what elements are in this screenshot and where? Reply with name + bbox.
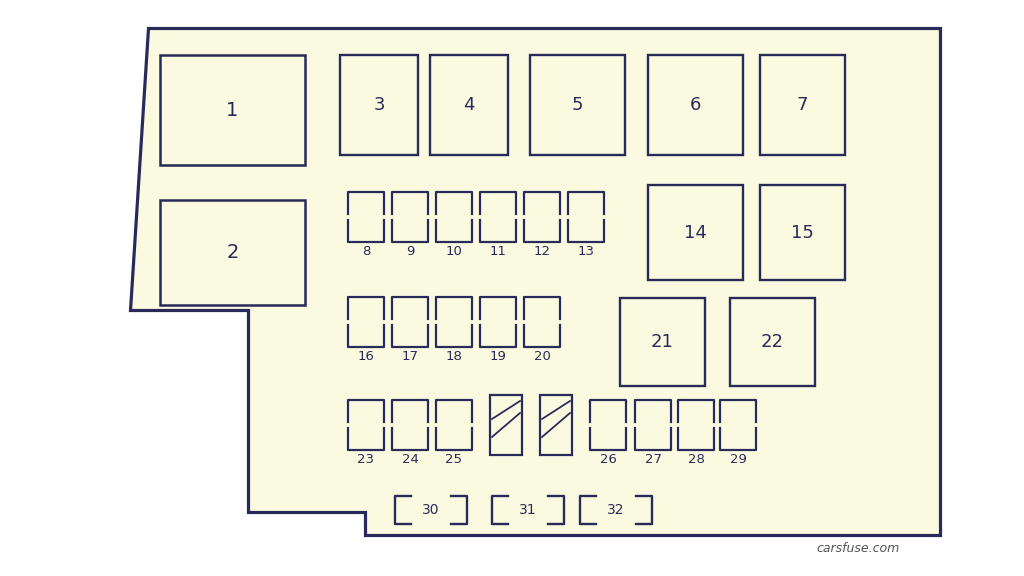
Text: 11: 11 xyxy=(489,245,507,258)
Text: 18: 18 xyxy=(445,350,463,363)
Text: 10: 10 xyxy=(445,245,463,258)
Bar xyxy=(620,298,705,386)
Bar xyxy=(490,395,522,455)
Bar xyxy=(648,185,743,280)
Text: 9: 9 xyxy=(406,245,414,258)
Bar xyxy=(760,185,845,280)
Text: 13: 13 xyxy=(578,245,595,258)
Text: 30: 30 xyxy=(422,503,439,517)
Text: 19: 19 xyxy=(489,350,507,363)
Text: 1: 1 xyxy=(226,100,239,119)
Bar xyxy=(530,55,625,155)
Text: carsfuse.com: carsfuse.com xyxy=(817,542,900,555)
Bar xyxy=(160,200,305,305)
Bar xyxy=(730,298,815,386)
Text: 28: 28 xyxy=(687,453,705,466)
Bar xyxy=(648,55,743,155)
Text: 29: 29 xyxy=(729,453,746,466)
PathPatch shape xyxy=(130,28,940,535)
Bar xyxy=(340,55,418,155)
Text: 15: 15 xyxy=(792,223,814,241)
Text: 22: 22 xyxy=(761,333,784,351)
Text: 24: 24 xyxy=(401,453,419,466)
Text: 27: 27 xyxy=(644,453,662,466)
Text: 8: 8 xyxy=(361,245,371,258)
Text: 5: 5 xyxy=(571,96,584,114)
Text: 17: 17 xyxy=(401,350,419,363)
Text: 26: 26 xyxy=(600,453,616,466)
Text: 7: 7 xyxy=(797,96,808,114)
Text: 31: 31 xyxy=(519,503,537,517)
Text: 32: 32 xyxy=(607,503,625,517)
Text: 4: 4 xyxy=(463,96,475,114)
Text: 25: 25 xyxy=(445,453,463,466)
Text: 6: 6 xyxy=(690,96,701,114)
Text: 3: 3 xyxy=(374,96,385,114)
Text: 21: 21 xyxy=(651,333,674,351)
Text: 23: 23 xyxy=(357,453,375,466)
Text: 16: 16 xyxy=(357,350,375,363)
Bar xyxy=(760,55,845,155)
Bar xyxy=(430,55,508,155)
Text: 12: 12 xyxy=(534,245,551,258)
Text: 2: 2 xyxy=(226,243,239,262)
Text: 20: 20 xyxy=(534,350,551,363)
Text: 14: 14 xyxy=(684,223,707,241)
Bar xyxy=(540,395,572,455)
Bar xyxy=(160,55,305,165)
